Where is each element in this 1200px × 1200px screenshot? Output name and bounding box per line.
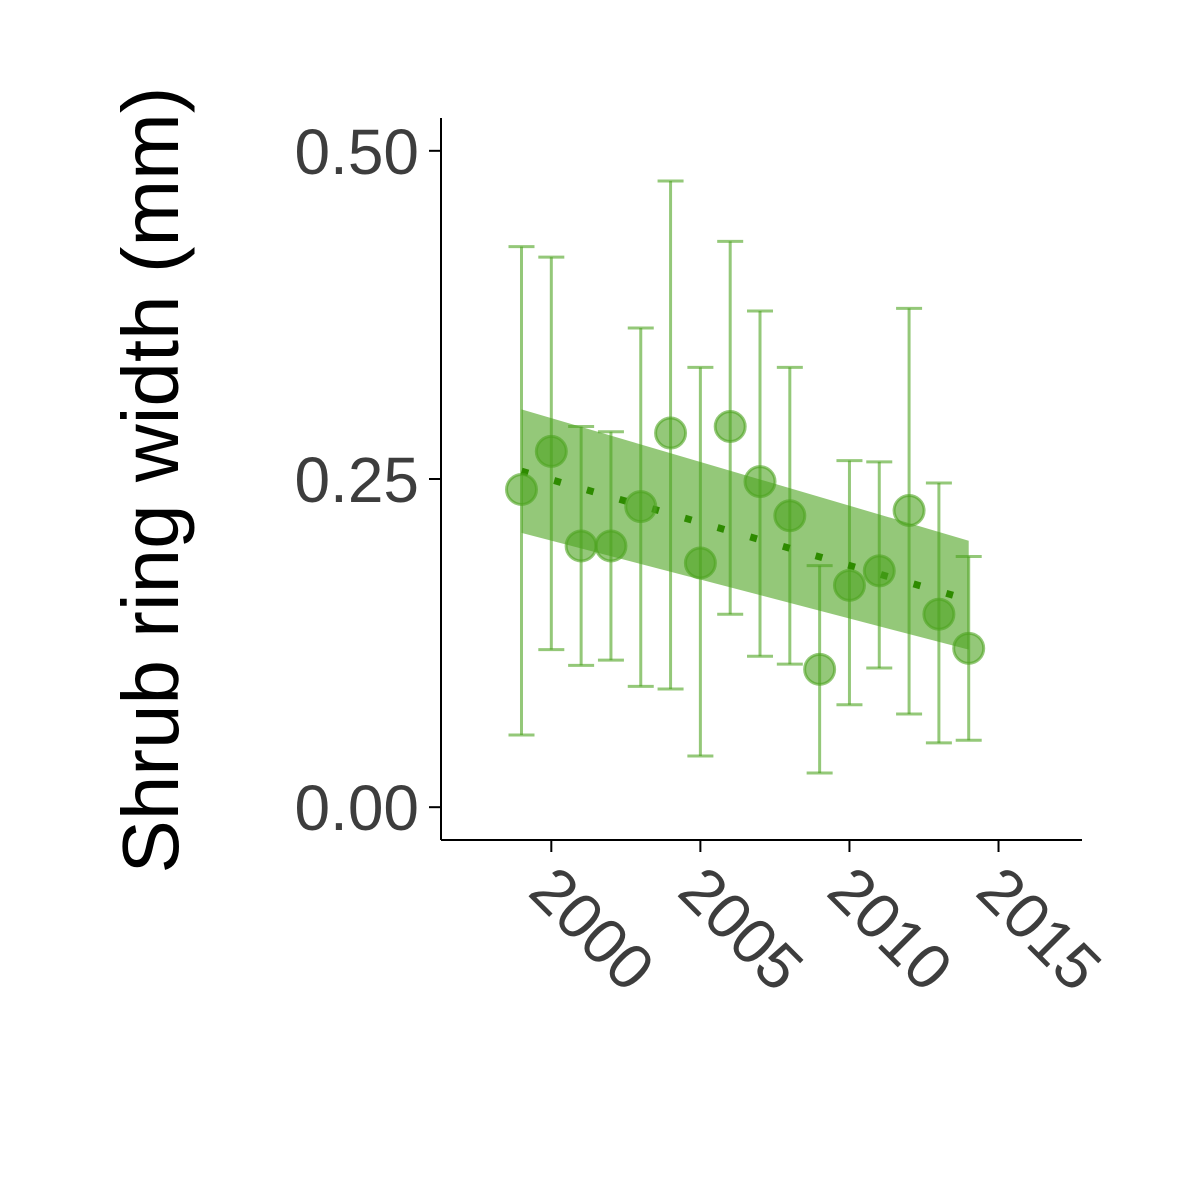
- y-tick-label: 0.50: [294, 116, 419, 188]
- y-axis-title: Shrub ring width (mm): [106, 87, 195, 874]
- data-point: [922, 597, 956, 631]
- y-tick-label: 0.00: [294, 772, 419, 844]
- confidence-ribbon: [521, 409, 969, 650]
- data-point: [892, 494, 926, 528]
- data-point: [534, 434, 568, 468]
- data-point: [504, 473, 538, 507]
- data-point: [952, 631, 986, 665]
- data-point: [803, 652, 837, 686]
- data-point: [594, 529, 628, 563]
- data-point: [713, 409, 747, 443]
- x-tick-label: 2005: [665, 853, 817, 1005]
- data-point: [832, 568, 866, 602]
- y-tick-label: 0.25: [294, 444, 419, 516]
- data-point: [862, 554, 896, 588]
- x-tick-label: 2010: [815, 853, 967, 1005]
- data-point: [743, 465, 777, 499]
- data-point-layer: [504, 409, 986, 686]
- confidence-ribbon-layer: [521, 409, 969, 650]
- data-point: [654, 416, 688, 450]
- data-point: [683, 546, 717, 580]
- x-tick-label: 2000: [516, 853, 668, 1005]
- data-point: [624, 490, 658, 524]
- y-axis-ticks: 0.00 0.25 0.50: [294, 116, 441, 844]
- data-point: [773, 499, 807, 533]
- data-point: [564, 529, 598, 563]
- x-tick-label: 2015: [964, 853, 1116, 1005]
